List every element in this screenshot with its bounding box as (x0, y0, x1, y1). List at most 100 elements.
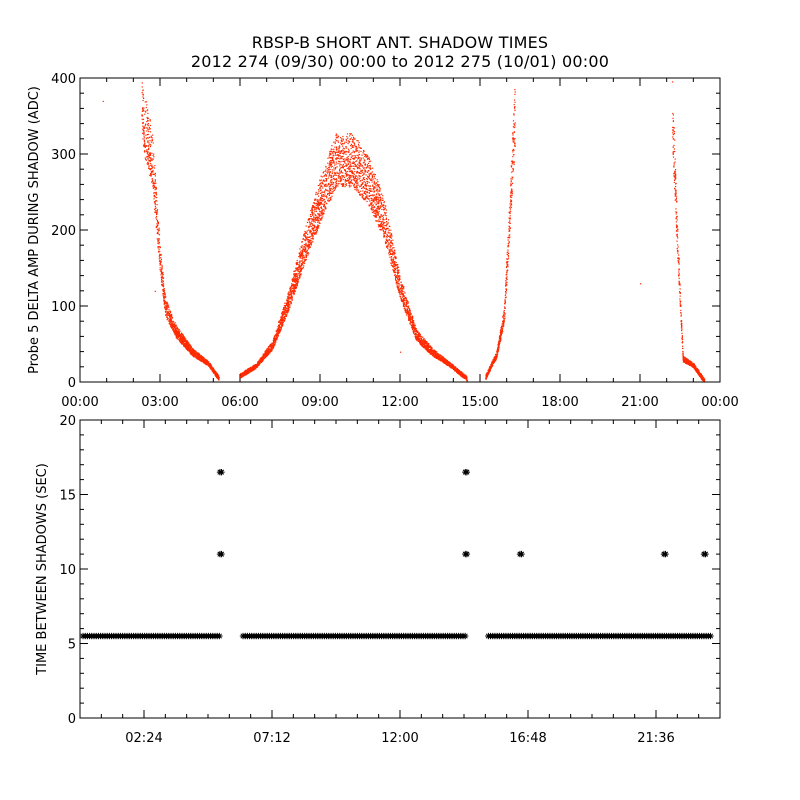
scatter-point (324, 190, 326, 192)
scatter-point (312, 235, 314, 237)
scatter-point (357, 156, 359, 158)
scatter-point (404, 309, 406, 311)
scatter-point (278, 326, 280, 329)
scatter-point (374, 178, 376, 180)
scatter-point (371, 197, 373, 199)
scatter-point (306, 232, 308, 234)
scatter-point (384, 228, 386, 230)
scatter-point (279, 332, 281, 334)
scatter-point (422, 340, 424, 342)
scatter-point (164, 293, 166, 295)
scatter-point (349, 135, 351, 137)
scatter-point (346, 147, 348, 149)
scatter-point (331, 145, 333, 147)
scatter-point (161, 281, 163, 283)
scatter-point (195, 350, 197, 353)
scatter-point (300, 250, 302, 252)
scatter-point (346, 136, 348, 138)
scatter-point (198, 353, 200, 355)
scatter-point (369, 165, 371, 167)
scatter-point (302, 238, 304, 240)
scatter-point (198, 355, 201, 357)
scatter-point (159, 261, 161, 263)
scatter-point (287, 297, 290, 299)
scatter-point (360, 165, 362, 167)
scatter-point (212, 368, 215, 370)
scatter-point (342, 147, 344, 149)
scatter-point (367, 197, 369, 199)
scatter-point (196, 356, 198, 358)
scatter-point (412, 317, 414, 319)
scatter-point (301, 257, 303, 259)
scatter-point (378, 205, 380, 208)
scatter-point (325, 175, 327, 177)
scatter-point (147, 123, 149, 126)
scatter-point (142, 108, 144, 110)
scatter-point (190, 351, 192, 353)
scatter-point (175, 331, 177, 333)
scatter-point (343, 183, 345, 185)
scatter-point (400, 300, 402, 302)
scatter-point (290, 293, 292, 295)
scatter-point (373, 210, 375, 212)
scatter-point (312, 212, 314, 214)
scatter-point (364, 160, 366, 162)
scatter-point (285, 304, 287, 307)
scatter-point (294, 277, 296, 279)
scatter-point (357, 140, 359, 142)
scatter-point (324, 195, 326, 198)
scatter-point (165, 304, 167, 306)
scatter-point (326, 178, 328, 181)
scatter-point (339, 161, 341, 163)
scatter-point (339, 180, 341, 183)
scatter-point (279, 320, 281, 322)
scatter-point (403, 296, 405, 298)
scatter-point (359, 160, 361, 162)
scatter-point (421, 342, 423, 344)
scatter-point (329, 160, 332, 162)
scatter-point (176, 336, 178, 338)
scatter-point (169, 319, 171, 321)
scatter-point (181, 338, 183, 340)
scatter-point (372, 184, 374, 186)
scatter-point (142, 129, 144, 131)
scatter-point (451, 367, 453, 369)
scatter-point (320, 218, 322, 220)
scatter-point (315, 208, 317, 210)
scatter-point (304, 262, 306, 264)
scatter-point (154, 207, 156, 209)
scatter-point (152, 166, 154, 168)
scatter-point (320, 207, 322, 209)
scatter-point (367, 175, 369, 177)
scatter-point (260, 360, 262, 363)
scatter-point (431, 351, 433, 353)
scatter-point (154, 182, 156, 185)
scatter-point (361, 179, 363, 181)
scatter-point (303, 261, 305, 263)
scatter-point (148, 154, 150, 156)
scatter-point (147, 163, 150, 165)
scatter-point (160, 270, 162, 273)
scatter-point (299, 256, 301, 258)
scatter-point (180, 334, 182, 336)
scatter-point (295, 262, 297, 264)
scatter-point (160, 274, 162, 276)
scatter-point (181, 343, 183, 345)
scatter-point (169, 321, 171, 323)
scatter-point (355, 146, 357, 148)
scatter-point (385, 212, 387, 214)
scatter-point (373, 189, 375, 191)
scatter-point (147, 141, 149, 143)
scatter-point (356, 150, 358, 152)
scatter-point (347, 170, 349, 172)
scatter-point (379, 190, 381, 192)
scatter-point (148, 128, 150, 130)
scatter-point (337, 151, 339, 153)
scatter-point (295, 287, 297, 289)
scatter-point (352, 140, 354, 142)
scatter-point (153, 186, 156, 188)
scatter-point (150, 154, 152, 156)
scatter-point (364, 163, 366, 165)
scatter-point (268, 345, 271, 347)
scatter-point (408, 308, 410, 310)
